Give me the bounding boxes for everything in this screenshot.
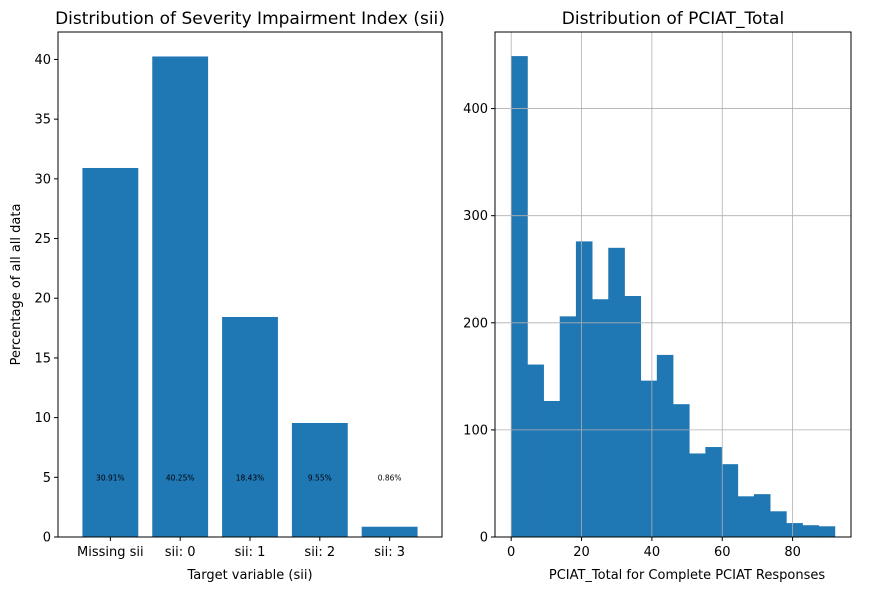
histogram-bin [608, 247, 625, 538]
sii-bar-0 [82, 167, 139, 537]
histogram-bin [592, 299, 609, 537]
right-x-tick-label: 40 [644, 545, 661, 560]
sii-bar-data-label: 30.91% [96, 473, 125, 482]
histogram-bin [511, 56, 528, 537]
left-x-tick-label: sii: 0 [165, 545, 196, 560]
left-y-tick-label: 20 [34, 292, 51, 307]
histogram-bin [818, 526, 836, 537]
left-y-axis-label: Percentage of all all data [9, 204, 24, 366]
histogram-bin [656, 354, 674, 537]
right-chart-title: Distribution of PCIAT_Total [562, 9, 784, 29]
histogram-bin [770, 511, 787, 537]
left-chart-title: Distribution of Severity Impairment Inde… [55, 9, 445, 29]
right-y-tick-label: 100 [463, 423, 488, 438]
histogram-bin [575, 241, 593, 537]
right-plot-area: 0 20 40 60 80 0 100 200 300 400 [463, 32, 851, 560]
left-y-tick-label: 25 [34, 232, 51, 247]
histogram-bin [753, 494, 771, 537]
left-y-tick-label: 0 [43, 531, 51, 546]
histogram-bin [640, 380, 658, 537]
histogram-bin [543, 400, 561, 537]
left-axes-frame [57, 31, 443, 538]
sii-bar-3 [291, 422, 348, 537]
left-x-tick-label: sii: 3 [374, 545, 405, 560]
histogram-bin [527, 364, 544, 537]
left-x-tick-label: Missing sii [77, 545, 144, 560]
right-x-tick-label: 0 [507, 545, 515, 560]
sii-bar-data-label: 40.25% [166, 473, 195, 482]
histogram-bin [624, 296, 642, 537]
left-y-tick-label: 15 [34, 351, 51, 366]
sii-bar-1 [152, 56, 209, 537]
left-x-axis-label: Target variable (sii) [186, 568, 312, 583]
histogram-bin [689, 453, 706, 537]
sii-bar-4 [361, 526, 418, 537]
sii-bar-2 [222, 316, 278, 537]
sii-bar-data-label: 0.86% [378, 473, 402, 482]
right-x-axis-label: PCIAT_Total for Complete PCIAT Responses [549, 568, 826, 583]
right-y-tick-label: 0 [480, 531, 488, 546]
histogram-bin [802, 525, 820, 537]
histogram-bin [559, 316, 577, 537]
left-y-tick-label: 30 [34, 172, 51, 187]
left-x-tick-label: sii: 2 [304, 545, 335, 560]
histogram-bin [705, 447, 722, 537]
right-y-tick-label: 200 [463, 316, 488, 331]
histogram-bin [737, 496, 755, 537]
left-x-tick-label: sii: 1 [235, 545, 266, 560]
sii-bar-chart: Distribution of Severity Impairment Inde… [9, 9, 445, 583]
histogram-bin [673, 404, 690, 537]
left-y-tick-label: 40 [34, 53, 51, 68]
right-y-tick-label: 400 [463, 102, 488, 117]
histogram-bin [786, 523, 803, 537]
right-x-tick-label: 20 [573, 545, 590, 560]
histogram-bin [721, 464, 739, 537]
left-plot-area: 30.91% 40.25% 18.43% 9.55% 0.86% Missing sii s… [34, 53, 418, 560]
sii-bar-data-label: 9.55% [308, 473, 332, 482]
sii-bar-data-label: 18.43% [236, 473, 265, 482]
right-x-tick-label: 80 [784, 545, 801, 560]
right-x-tick-label: 60 [714, 545, 731, 560]
right-y-tick-label: 300 [463, 209, 488, 224]
left-y-tick-label: 10 [34, 411, 51, 426]
right-axes-frame [494, 31, 852, 538]
left-y-tick-label: 35 [34, 113, 51, 128]
pciat-histogram: Distribution of PCIAT_Total 0 20 40 60 80 0 10… [463, 9, 852, 583]
left-y-tick-label: 5 [43, 471, 51, 486]
right-grid-lines [495, 32, 851, 538]
